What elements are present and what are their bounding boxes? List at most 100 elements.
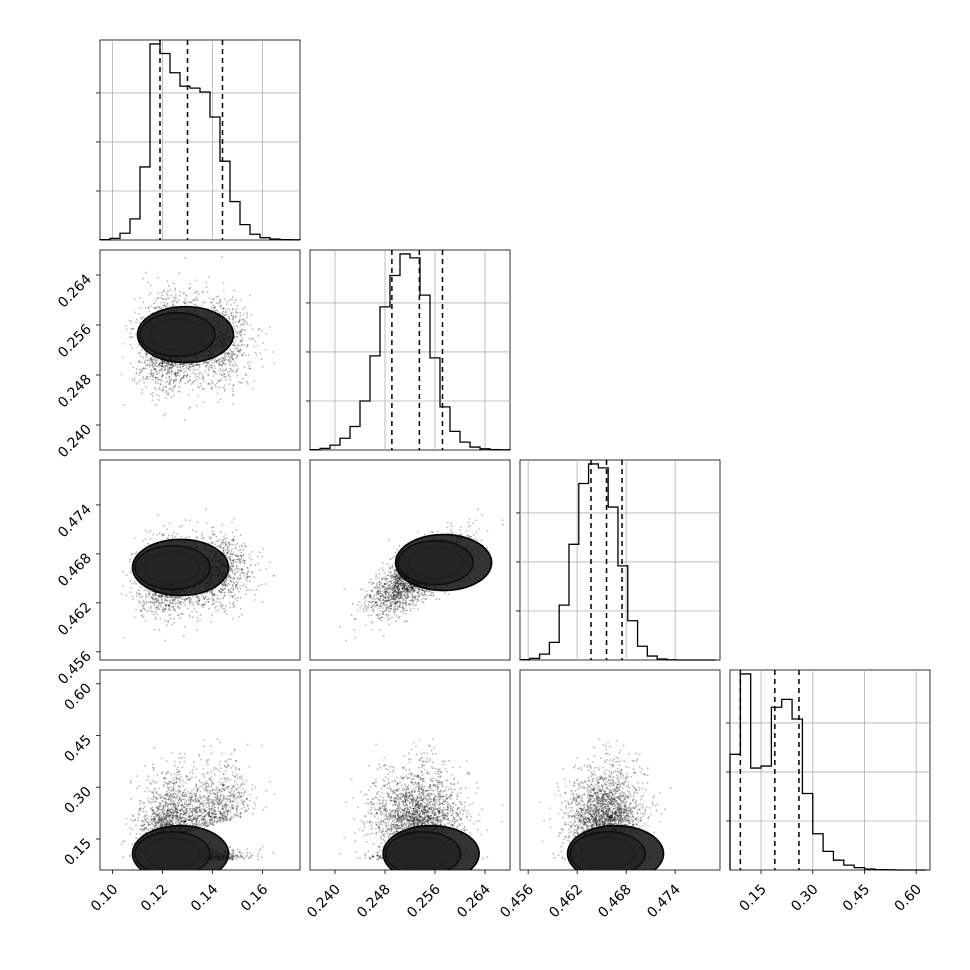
scatter-point xyxy=(223,353,226,356)
scatter-point xyxy=(172,605,174,608)
scatter-point xyxy=(215,296,218,299)
scatter-point xyxy=(174,536,177,538)
scatter-point xyxy=(129,591,132,594)
scatter-point xyxy=(229,558,231,560)
scatter-point xyxy=(234,299,237,302)
scatter-point xyxy=(166,528,169,531)
scatter-point xyxy=(221,313,224,315)
scatter-point xyxy=(172,607,175,610)
scatter-point xyxy=(161,374,164,377)
scatter-point xyxy=(160,364,163,367)
scatter-point xyxy=(153,601,155,604)
scatter-point xyxy=(268,326,271,329)
scatter-point xyxy=(142,378,145,381)
scatter-point xyxy=(232,308,234,311)
scatter-point xyxy=(227,374,230,377)
scatter-point xyxy=(219,531,222,534)
scatter-point xyxy=(171,599,174,602)
scatter-point xyxy=(178,363,181,366)
scatter-point xyxy=(167,285,170,288)
scatter-point xyxy=(223,355,226,358)
scatter-point xyxy=(231,311,233,314)
scatter-point xyxy=(149,357,152,360)
scatter-point xyxy=(232,344,234,347)
scatter-point xyxy=(191,602,194,605)
scatter-point xyxy=(259,569,262,571)
scatter-point xyxy=(197,394,199,397)
scatter-point xyxy=(238,578,241,581)
scatter-point xyxy=(226,300,229,303)
scatter-point xyxy=(129,336,132,339)
scatter-point xyxy=(215,373,217,375)
scatter-point xyxy=(228,362,231,365)
scatter-point xyxy=(150,368,153,371)
scatter-point xyxy=(133,377,136,380)
scatter-point xyxy=(152,376,155,378)
scatter-point xyxy=(167,604,170,607)
scatter-point xyxy=(201,291,204,294)
scatter-point xyxy=(160,596,163,599)
scatter-point xyxy=(232,370,235,372)
scatter-point xyxy=(234,597,237,600)
scatter-point xyxy=(158,532,161,535)
scatter-point xyxy=(175,379,178,381)
scatter-point xyxy=(149,357,152,360)
scatter-point xyxy=(187,380,189,383)
scatter-point xyxy=(158,307,161,310)
scatter-point xyxy=(246,311,249,314)
scatter-point xyxy=(165,389,168,392)
scatter-point xyxy=(139,360,141,363)
scatter-point xyxy=(144,608,146,611)
scatter-point xyxy=(237,321,240,324)
scatter-point xyxy=(212,533,215,536)
scatter-point xyxy=(191,299,194,301)
scatter-point xyxy=(180,376,183,379)
scatter-point xyxy=(163,369,166,372)
scatter-point xyxy=(125,328,128,331)
scatter-point xyxy=(155,362,157,365)
scatter-point xyxy=(224,584,227,586)
scatter-point xyxy=(164,603,167,606)
scatter-point xyxy=(227,541,230,544)
scatter-point xyxy=(256,555,259,558)
scatter-point xyxy=(166,363,168,365)
scatter-point xyxy=(138,352,140,354)
scatter-point xyxy=(223,581,226,584)
scatter-point xyxy=(182,612,185,615)
scatter-point xyxy=(148,592,151,595)
scatter-point xyxy=(171,536,174,538)
scatter-point xyxy=(202,378,205,381)
scatter-point xyxy=(243,560,246,562)
scatter-point xyxy=(245,354,247,357)
scatter-point xyxy=(211,386,214,388)
scatter-point xyxy=(254,351,257,354)
scatter-point xyxy=(142,600,145,603)
scatter-point xyxy=(237,349,240,352)
scatter-point xyxy=(231,531,234,534)
scatter-point xyxy=(162,360,165,363)
scatter-point xyxy=(233,538,236,541)
scatter-point xyxy=(246,575,249,578)
scatter-point xyxy=(239,554,242,557)
scatter-point xyxy=(207,367,210,370)
scatter-point xyxy=(174,603,177,606)
scatter-point xyxy=(153,628,156,631)
scatter-point xyxy=(241,353,244,356)
scatter-point xyxy=(224,310,227,313)
scatter-point xyxy=(172,617,175,620)
scatter-point xyxy=(161,602,164,605)
scatter-point xyxy=(240,544,243,547)
scatter-point xyxy=(164,608,167,611)
scatter-point xyxy=(229,576,232,578)
scatter-point xyxy=(223,611,226,613)
scatter-point xyxy=(178,363,181,366)
scatter-point xyxy=(227,546,229,549)
scatter-point xyxy=(144,597,147,599)
scatter-point xyxy=(217,589,220,592)
scatter-point xyxy=(147,594,150,597)
scatter-point xyxy=(231,388,234,390)
scatter-point xyxy=(145,589,148,592)
scatter-point xyxy=(139,596,141,599)
scatter-point xyxy=(231,538,234,541)
scatter-point xyxy=(206,291,209,294)
